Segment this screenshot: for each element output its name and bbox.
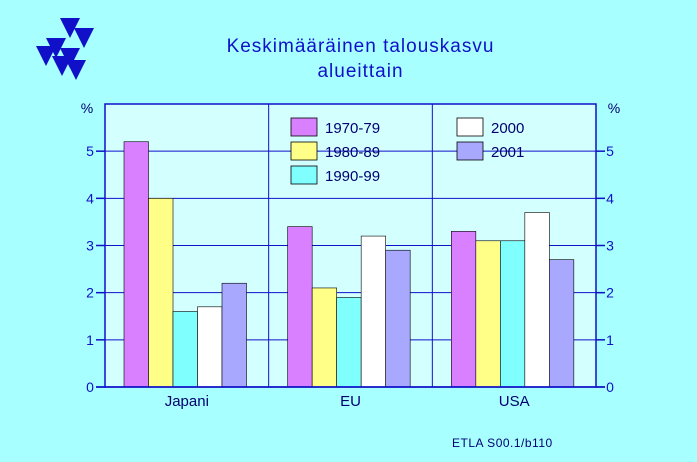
source-note: ETLA S00.1/b110 — [452, 436, 553, 450]
y-tick-label-right: 3 — [606, 238, 614, 254]
y-tick-label-left: 0 — [86, 379, 94, 395]
x-tick-label: EU — [340, 393, 361, 410]
y-tick-label-left: 1 — [86, 332, 94, 348]
legend-label-1970-79: 1970-79 — [325, 120, 380, 137]
bar-usa-2000 — [524, 212, 550, 388]
y-tick-label-right: 0 — [606, 379, 614, 395]
legend-label-1990-99: 1990-99 — [325, 168, 380, 185]
bar-japani-2000 — [197, 306, 223, 388]
y-tick-label-right: 1 — [606, 332, 614, 348]
legend-label-1980-89: 1980-89 — [325, 144, 380, 161]
y-unit-label-left: % — [81, 100, 93, 116]
etla-logo-icon — [36, 18, 94, 80]
chart-title-line1: Keskimääräinen talouskasvu — [226, 36, 495, 57]
bar-japani-2001 — [221, 282, 247, 388]
y-tick-label-left: 4 — [86, 190, 94, 206]
bar-usa-2001 — [549, 259, 575, 388]
legend-swatch-1970-79 — [290, 117, 318, 137]
y-unit-label-right: % — [608, 100, 620, 116]
x-tick-label: USA — [499, 393, 530, 410]
bar-eu-2000 — [360, 235, 386, 388]
bar-eu-1990-99 — [336, 297, 362, 388]
y-tick-label-left: 2 — [86, 285, 94, 301]
legend-swatch-2000 — [456, 117, 484, 137]
legend-swatch-1980-89 — [290, 141, 318, 161]
bar-eu-2001 — [385, 249, 411, 388]
bar-eu-1980-89 — [311, 287, 337, 388]
bar-japani-1980-89 — [148, 198, 174, 388]
legend-swatch-2001 — [456, 141, 484, 161]
y-tick-label-right: 2 — [606, 285, 614, 301]
y-tick-label-right: 5 — [606, 143, 614, 159]
bar-japani-1990-99 — [172, 311, 198, 388]
legend-swatch-1990-99 — [290, 165, 318, 185]
legend-label-2000: 2000 — [491, 120, 524, 137]
bar-japani-1970-79 — [123, 141, 149, 388]
bar-usa-1970-79 — [451, 231, 477, 388]
bar-usa-1990-99 — [500, 240, 526, 388]
chart-title-line2: alueittain — [317, 61, 404, 82]
x-tick-label: Japani — [165, 393, 209, 410]
bar-usa-1980-89 — [475, 240, 501, 388]
y-tick-label-left: 5 — [86, 143, 94, 159]
bar-eu-1970-79 — [287, 226, 313, 388]
legend-label-2001: 2001 — [491, 144, 524, 161]
y-tick-label-left: 3 — [86, 238, 94, 254]
y-tick-label-right: 4 — [606, 190, 614, 206]
